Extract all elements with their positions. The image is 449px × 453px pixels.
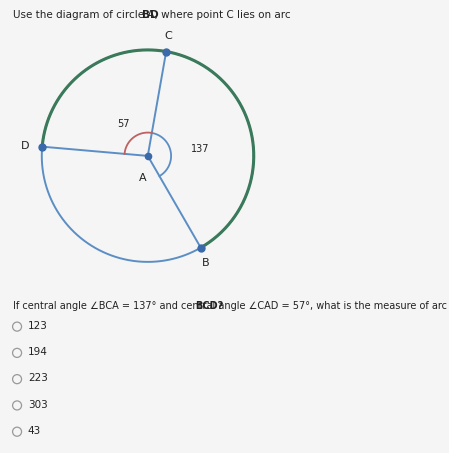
Text: 43: 43 — [28, 426, 41, 436]
Text: 303: 303 — [28, 400, 48, 410]
Text: 123: 123 — [28, 321, 48, 331]
Text: BCD?: BCD? — [195, 301, 223, 311]
Text: If central angle ∠BCA = 137° and central angle ∠CAD = 57°, what is the measure o: If central angle ∠BCA = 137° and central… — [13, 301, 449, 311]
Text: C: C — [164, 31, 172, 41]
Text: A: A — [139, 173, 146, 183]
Text: Use the diagram of circle A, where point C lies on arc: Use the diagram of circle A, where point… — [13, 10, 295, 20]
Text: 223: 223 — [28, 373, 48, 383]
Text: B: B — [202, 258, 210, 268]
Text: 137: 137 — [191, 144, 209, 154]
Text: 57: 57 — [117, 119, 129, 129]
Text: D: D — [21, 140, 30, 150]
Text: BD: BD — [142, 10, 158, 20]
Text: 194: 194 — [28, 347, 48, 357]
